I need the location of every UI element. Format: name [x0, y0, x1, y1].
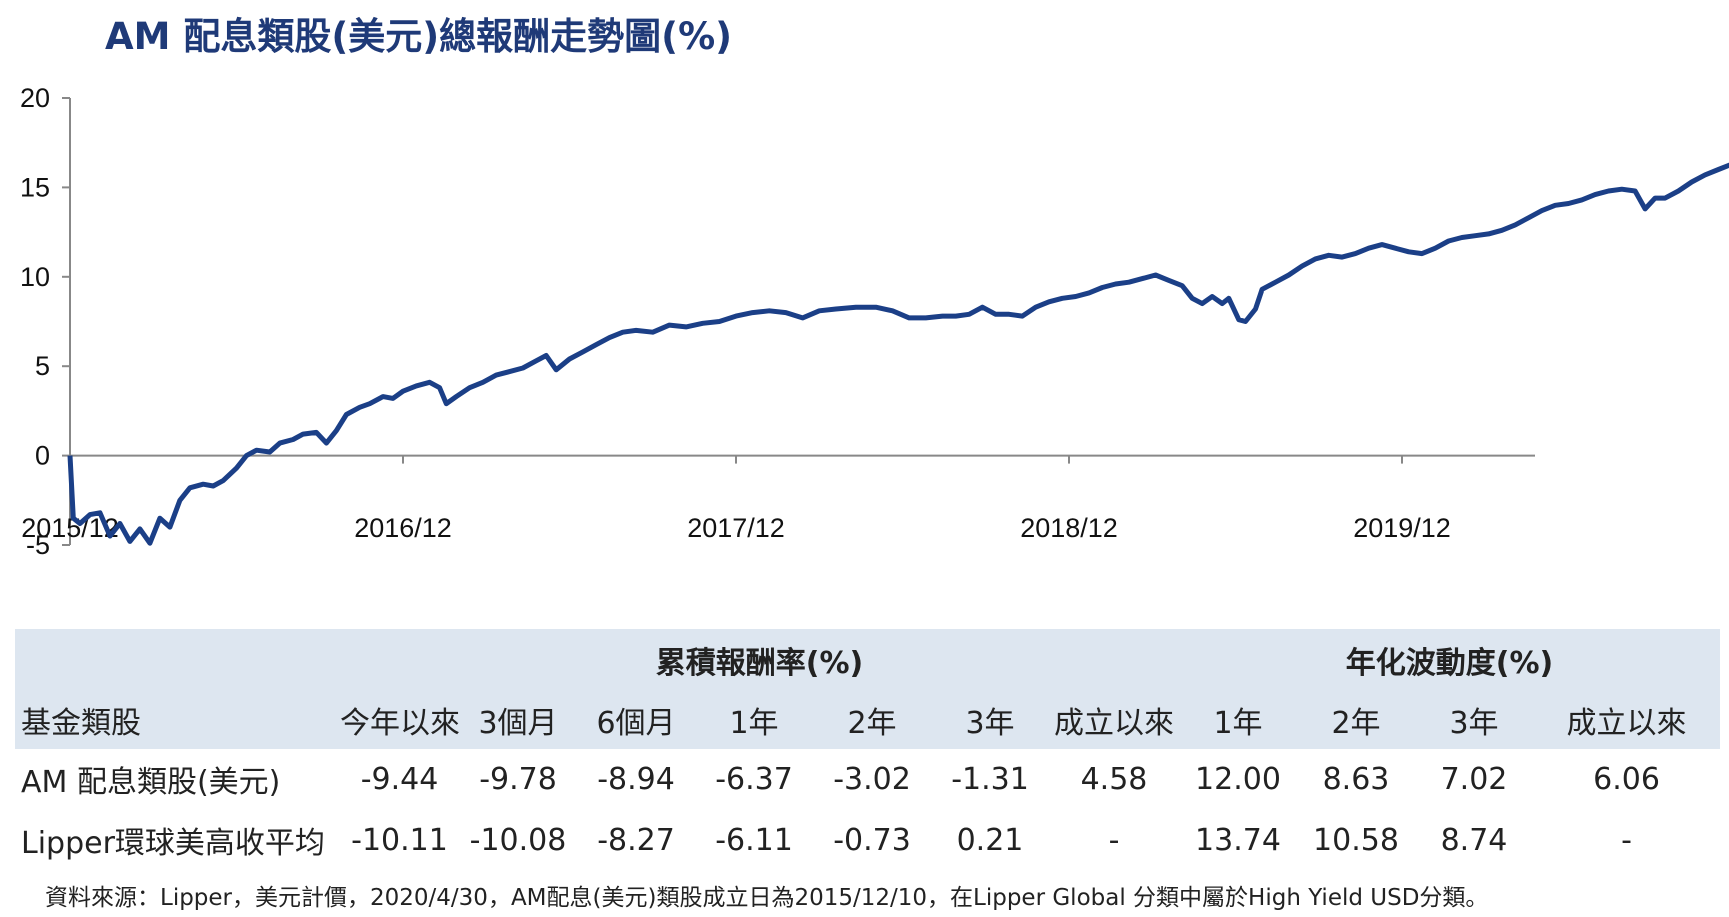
table-cell: -0.73: [833, 822, 911, 858]
chart-axes: [62, 97, 1535, 546]
table-group-row: 累積報酬率(%) 年化波動度(%): [15, 629, 1721, 691]
table-cell: 4.58: [1080, 761, 1148, 797]
group-annualized-volatility: 年化波動度(%): [1179, 629, 1721, 691]
table-cell: -: [1108, 822, 1120, 858]
y-tick-labels: 20 15 10 5 0 -5: [20, 83, 50, 560]
table-cell: -8.94: [597, 761, 675, 797]
table-cell: -9.44: [360, 761, 439, 797]
column-header: 2年: [1297, 691, 1415, 749]
column-header: 成立以來: [1049, 691, 1179, 749]
column-header: 1年: [695, 691, 813, 749]
column-header: 1年: [1179, 691, 1297, 749]
table-cell: 10.58: [1313, 822, 1399, 858]
table-cell: -10.08: [469, 822, 567, 858]
table-cell: 8.74: [1440, 822, 1508, 858]
table-cell: 13.74: [1195, 822, 1281, 858]
column-header: 6個月: [577, 691, 695, 749]
performance-table: 累積報酬率(%) 年化波動度(%) 基金類股 今年以來 3個月 6個月 1年 2年 3年 成立…: [15, 629, 1721, 871]
table-cell: 12.00: [1195, 761, 1281, 797]
table-row: Lipper環球美高收平均 -10.11 -10.08 -8.27 -6.11 -0.73…: [15, 809, 1720, 871]
x-tick-label: 2017/12: [687, 513, 785, 543]
table-cell: -: [1621, 822, 1632, 858]
y-tick-label: 20: [20, 83, 50, 113]
column-header: 成立以來: [1533, 691, 1721, 749]
table-cell: -6.37: [715, 761, 793, 797]
table-cell: -9.78: [479, 761, 557, 797]
y-tick-label: 15: [20, 172, 50, 202]
y-tick-label: 0: [35, 441, 50, 471]
table-header-row: 基金類股 今年以來 3個月 6個月 1年 2年 3年 成立以來 1年 2年 3年 成立以來: [15, 691, 1721, 749]
table-cell: -3.02: [833, 761, 911, 797]
chart-title: AM 配息類股(美元)總報酬走勢圖(%): [105, 15, 733, 58]
y-tick-label: 5: [35, 351, 50, 381]
column-header: 3年: [1415, 691, 1533, 749]
table-cell: 6.06: [1593, 761, 1660, 797]
table-cell: -6.11: [715, 822, 793, 858]
x-tick-labels: 2015/12 2016/12 2017/12 2018/12 2019/12: [21, 513, 1451, 543]
table-cell: 7.02: [1440, 761, 1508, 797]
row-fund-name: Lipper環球美高收平均: [21, 826, 325, 861]
table-cell: 0.21: [956, 822, 1024, 858]
table-cell: -8.27: [597, 822, 675, 858]
row-fund-name: AM 配息類股(美元): [21, 765, 281, 800]
column-header: 3年: [931, 691, 1049, 749]
y-tick-label: 10: [20, 262, 50, 292]
table-row: AM 配息類股(美元) -9.44 -9.78 -8.94 -6.37 -3.02 -1.3…: [15, 749, 1720, 809]
table-cell: -1.31: [951, 761, 1029, 797]
group-cumulative-return: 累積報酬率(%): [340, 629, 1179, 691]
x-tick-label: 2018/12: [1020, 513, 1118, 543]
column-header: 3個月: [459, 691, 577, 749]
source-note: 資料來源：Lipper，美元計價，2020/4/30，AM配息(美元)類股成立日…: [45, 885, 1489, 911]
x-tick-label: 2016/12: [354, 513, 452, 543]
table-cell: 8.63: [1322, 761, 1390, 797]
table-cell: -10.11: [351, 822, 448, 858]
column-header: 2年: [813, 691, 931, 749]
y-tick-label: -5: [26, 530, 50, 560]
series-line: [67, 162, 1729, 546]
column-header: 今年以來: [340, 691, 460, 749]
header-fund-class: 基金類股: [15, 691, 340, 749]
x-tick-label: 2019/12: [1353, 513, 1451, 543]
